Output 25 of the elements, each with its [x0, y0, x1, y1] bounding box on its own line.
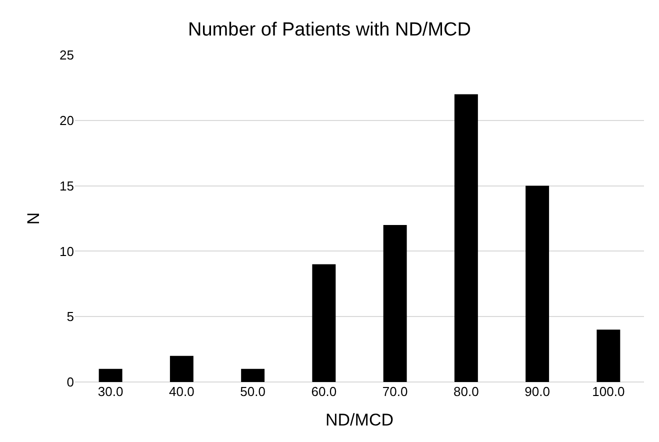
y-tick-label: 0 [66, 374, 74, 390]
x-tick-label: 80.0 [454, 384, 479, 399]
chart-title: Number of Patients with ND/MCD [188, 19, 471, 40]
x-axis-title: ND/MCD [326, 410, 394, 430]
x-tick-label: 100.0 [592, 384, 625, 399]
bar [312, 264, 336, 382]
x-tick-label: 90.0 [524, 384, 550, 399]
bar [98, 368, 122, 382]
bar [383, 225, 407, 382]
y-tick-label: 10 [60, 244, 74, 259]
bar [170, 356, 194, 382]
y-axis-title: N [24, 212, 44, 225]
x-tick-label: 60.0 [311, 384, 337, 399]
bar [526, 186, 550, 382]
bar [596, 330, 620, 382]
y-tick-label: 15 [60, 178, 74, 194]
y-tick-label: 20 [60, 112, 74, 128]
x-tick-label: 30.0 [98, 384, 124, 399]
bar [241, 368, 265, 382]
y-tick-label: 5 [66, 309, 74, 324]
x-tick-label: 40.0 [169, 384, 194, 399]
x-tick-label: 70.0 [382, 384, 408, 399]
x-tick-label: 50.0 [240, 384, 266, 399]
y-tick-label: 25 [60, 48, 74, 63]
bar [454, 94, 478, 382]
